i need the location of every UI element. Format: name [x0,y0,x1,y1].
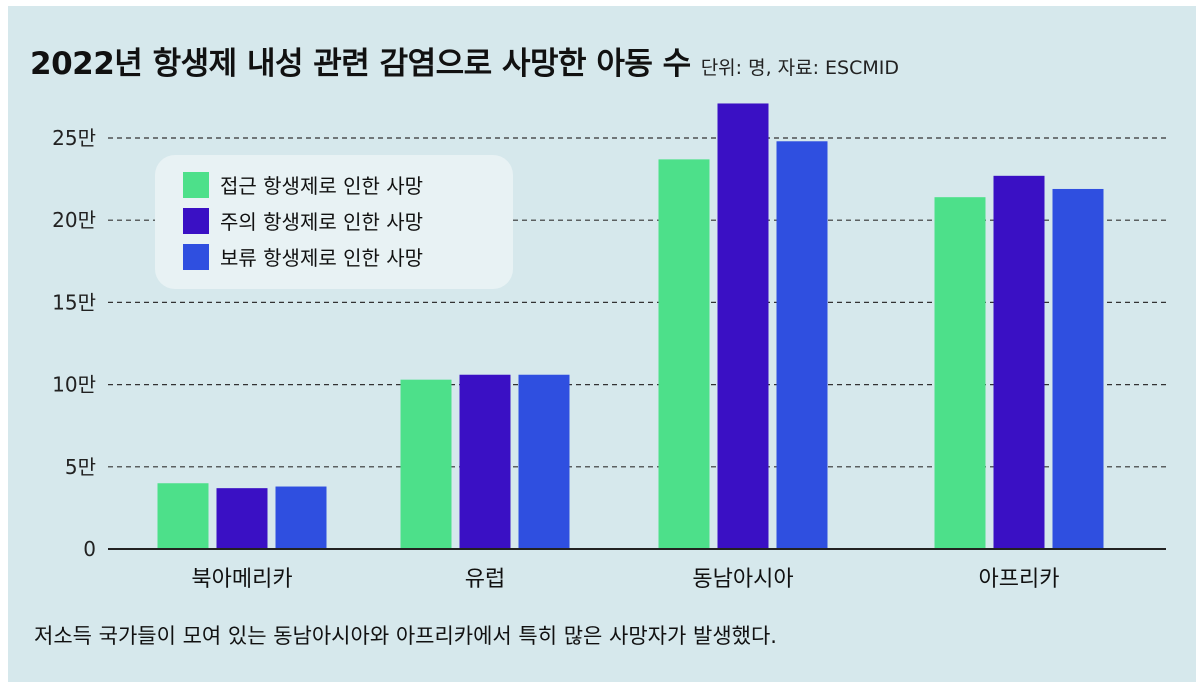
y-tick-label: 5만 [65,455,96,479]
title-row: 2022년 항생제 내성 관련 감염으로 사망한 아동 수 단위: 명, 자료: … [30,38,899,83]
legend-label: 주의 항생제로 인한 사망 [220,210,423,234]
category-label: 북아메리카 [191,567,292,592]
bar [518,374,570,549]
legend-swatch [183,208,209,234]
bar [400,379,452,549]
legend-label: 접근 항생제로 인한 사망 [220,174,423,198]
category-label: 동남아시아 [692,567,793,592]
bars [157,103,1104,550]
bar [934,197,986,549]
legend-swatch [183,244,209,270]
bar [658,159,710,549]
legend-box [155,155,513,289]
y-tick-label: 20만 [52,208,96,232]
y-tick-label: 15만 [52,290,96,314]
chart-title: 2022년 항생제 내성 관련 감염으로 사망한 아동 수 [30,46,691,82]
bar [157,483,209,549]
bar [275,486,327,549]
unit-source-note: 단위: 명, 자료: ESCMID [700,57,900,79]
bar [1052,188,1104,550]
y-tick-label: 0 [83,537,96,561]
chart-caption: 저소득 국가들이 모여 있는 동남아시아와 아프리카에서 특히 많은 사망자가 … [34,624,777,648]
bar [993,175,1045,549]
bar [459,374,511,549]
y-axis-ticks: 0 5만 10만 15만 20만 25만 [52,126,96,561]
bar [776,141,828,549]
y-tick-label: 10만 [52,373,96,397]
bar [717,103,769,549]
bar [216,488,268,549]
category-label: 아프리카 [979,567,1060,592]
legend-label: 보류 항생제로 인한 사망 [220,246,423,270]
legend-swatch [183,172,209,198]
y-tick-label: 25만 [52,126,96,150]
category-label: 유럽 [465,567,505,592]
x-axis-categories: 북아메리카 유럽 동남아시아 아프리카 [191,567,1059,592]
